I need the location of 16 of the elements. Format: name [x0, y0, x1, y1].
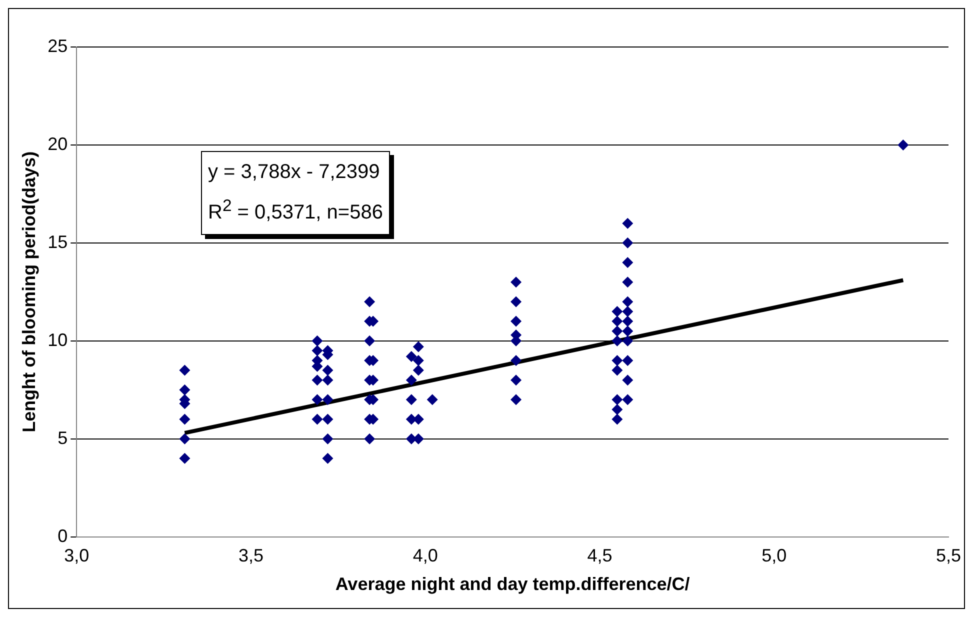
annotation: R$^{2}$ = 0,5371, n=586: [208, 195, 383, 226]
x-tick-label: 4,0: [412, 546, 438, 566]
x-tick-label: 5,5: [936, 546, 962, 566]
y-tick-label: 0: [58, 526, 68, 546]
x-tick-label: 3,5: [238, 546, 264, 566]
x-axis-title: Average night and day temp.difference/C/: [335, 574, 690, 594]
y-tick-label: 15: [48, 232, 68, 252]
y-tick-label: 10: [48, 330, 68, 350]
x-tick-label: 5,0: [762, 546, 787, 566]
x-tick-label: 3,0: [64, 546, 90, 566]
y-tick-label: 25: [48, 36, 68, 56]
y-axis-title: Lenght of blooming period(days): [18, 151, 39, 432]
y-tick-label: 5: [58, 428, 68, 448]
annotation: y = 3,788x - 7,2399: [208, 160, 381, 185]
x-tick-label: 4,5: [587, 546, 612, 566]
y-tick-label: 20: [48, 134, 68, 154]
